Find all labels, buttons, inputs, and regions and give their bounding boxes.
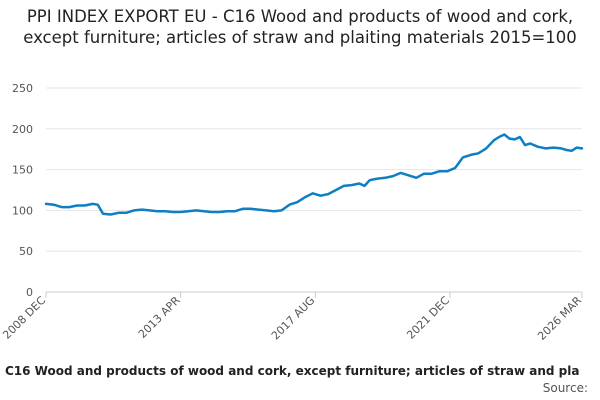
- x-axis: 2008 DEC 2013 APR 2017 AUG 2021 DEC 2026 MAR: [0, 292, 584, 343]
- x-tick-label: 2021 DEC: [404, 294, 452, 342]
- y-tick-label: 0: [26, 286, 33, 299]
- grid-lines: [46, 87, 582, 293]
- series-line: [44, 133, 584, 216]
- y-tick-label: 150: [12, 164, 33, 177]
- x-tick-label: 2008 DEC: [0, 294, 48, 342]
- x-tick-label: 2026 MAR: [535, 294, 584, 343]
- x-tick-label: 2013 APR: [136, 294, 183, 341]
- series-layer: [44, 133, 584, 216]
- source-label: Source:: [542, 381, 588, 395]
- y-axis: 0 50 100 150 200 250: [12, 82, 33, 299]
- y-tick-label: 250: [12, 82, 33, 95]
- chart-title: PPI INDEX EXPORT EU - C16 Wood and produ…: [23, 7, 577, 47]
- y-tick-label: 200: [12, 123, 33, 136]
- x-tick-label: 2017 AUG: [269, 294, 318, 343]
- y-tick-label: 50: [19, 245, 33, 258]
- legend-series-label[interactable]: C16 Wood and products of wood and cork, …: [5, 364, 580, 378]
- y-tick-label: 100: [12, 204, 33, 217]
